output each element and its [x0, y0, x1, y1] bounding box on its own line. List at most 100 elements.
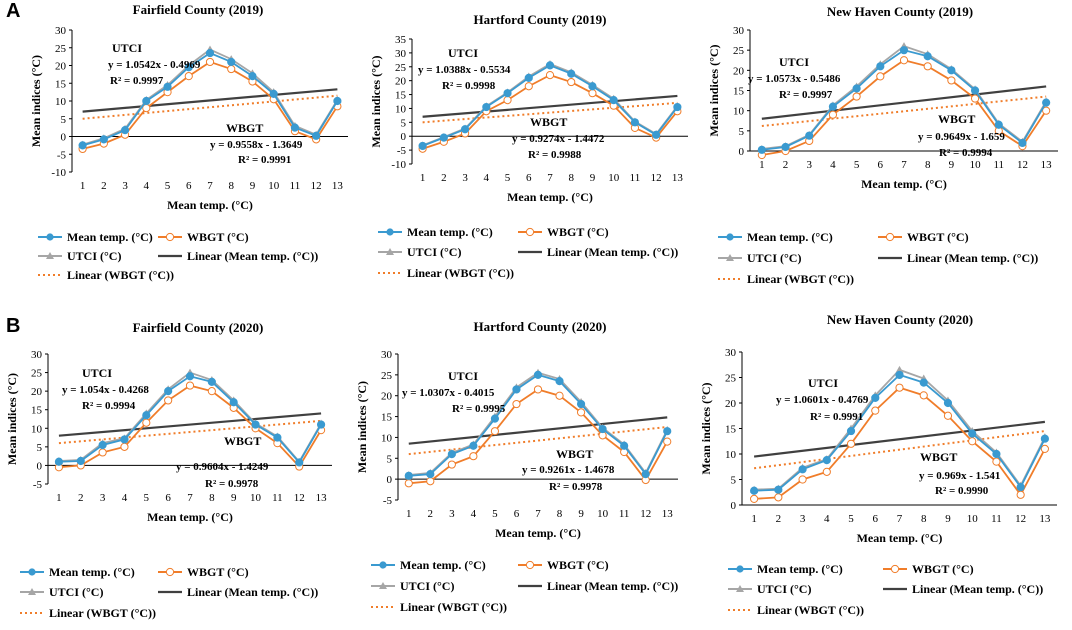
legend-label-linear-mean: Linear (Mean temp. (°C)) [547, 579, 678, 593]
point-mean [205, 48, 215, 58]
x-tick-label: 1 [80, 180, 86, 192]
x-axis-label: Mean temp. (°C) [507, 190, 593, 204]
point-mean [273, 433, 282, 442]
legend-marker-wbgt [885, 232, 895, 242]
annotation-utci-r2: R² = 0.9991 [810, 411, 863, 423]
point-mean [588, 82, 597, 91]
x-tick-label: 6 [514, 508, 520, 520]
y-tick-label: 30 [31, 349, 43, 361]
x-tick-label: 1 [56, 492, 62, 504]
point-wbgt [533, 385, 543, 394]
point-mean [163, 82, 172, 91]
point-mean [524, 73, 533, 82]
point-wbgt [828, 110, 838, 119]
x-tick-label: 13 [1041, 159, 1053, 171]
annotation-utci-label: UTCI [112, 41, 142, 55]
legend-marker-utci [736, 585, 744, 592]
annotation-utci-label: UTCI [808, 376, 838, 390]
trend-line-mean [422, 94, 678, 118]
x-tick-label: 7 [897, 513, 903, 525]
legend-label-wbgt: WBGT (°C) [187, 230, 249, 244]
point-mean [426, 470, 435, 479]
y-axis-label: Mean indices (°C) [5, 373, 19, 465]
point-mean [251, 420, 260, 429]
trend-line-wbgt [408, 426, 668, 456]
x-tick-label: 13 [662, 508, 674, 520]
y-tick-label: 25 [725, 373, 737, 385]
legend-label-linear-wbgt: Linear (WBGT (°C)) [400, 600, 507, 614]
point-mean [947, 66, 956, 75]
y-tick-label: 0 [387, 474, 393, 486]
x-tick-label: 11 [993, 159, 1004, 171]
legend-label-utci: UTCI (°C) [407, 245, 461, 259]
y-tick-label: 30 [733, 25, 745, 37]
point-mean [269, 89, 278, 99]
point-mean [248, 72, 257, 81]
point-wbgt [992, 457, 1001, 466]
point-wbgt [947, 76, 956, 85]
legend-label-utci: UTCI (°C) [747, 251, 801, 265]
chart-1: Fairfield County (2019)-10-5051015202530… [29, 2, 348, 282]
annotation-wbgt-equation: y = 0.9649x - 1.659 [918, 131, 1005, 143]
y-tick-label: 0 [37, 460, 43, 472]
legend-label-linear-wbgt: Linear (WBGT (°C)) [407, 266, 514, 280]
x-tick-label: 8 [209, 492, 215, 504]
point-mean [142, 96, 151, 106]
point-wbgt [512, 399, 521, 409]
point-mean [290, 123, 300, 132]
x-tick-label: 11 [630, 172, 641, 184]
x-tick-label: 2 [783, 159, 789, 171]
x-tick-label: 1 [751, 513, 757, 525]
series-line-mean [754, 373, 1046, 492]
point-mean [418, 141, 427, 151]
point-mean [598, 424, 607, 434]
y-tick-label: 15 [381, 412, 393, 424]
annotation-utci-r2: R² = 0.9997 [779, 89, 833, 101]
legend-label-linear-wbgt: Linear (WBGT (°C)) [67, 268, 174, 282]
x-tick-label: 7 [901, 159, 907, 171]
point-utci [895, 365, 904, 373]
point-mean [876, 62, 885, 71]
y-axis-label: Mean indices (°C) [699, 382, 713, 474]
y-axis-label: Mean indices (°C) [355, 381, 369, 473]
x-axis-label: Mean temp. (°C) [857, 531, 943, 545]
legend-marker-utci [726, 254, 734, 261]
trend-line-mean [408, 416, 668, 445]
legend-label-linear-wbgt: Linear (WBGT (°C)) [49, 606, 156, 620]
x-tick-label: 13 [1039, 513, 1051, 525]
legend-label-linear-wbgt: Linear (WBGT (°C)) [747, 272, 854, 286]
annotation-wbgt-r2: R² = 0.9988 [528, 149, 582, 161]
y-tick-label: 15 [55, 78, 67, 90]
y-tick-label: 10 [395, 103, 407, 115]
legend-label-mean: Mean temp. (°C) [407, 225, 493, 239]
x-tick-label: 7 [535, 508, 541, 520]
y-tick-label: -10 [391, 159, 406, 171]
point-wbgt [227, 64, 236, 74]
legend-label-mean: Mean temp. (°C) [747, 230, 833, 244]
point-wbgt [404, 479, 413, 488]
x-tick-label: 4 [122, 492, 128, 504]
y-tick-label: 30 [381, 349, 393, 361]
point-mean [750, 486, 759, 495]
y-tick-label: 30 [55, 25, 67, 37]
legend-label-linear-mean: Linear (Mean temp. (°C)) [547, 245, 678, 259]
x-tick-label: 13 [672, 172, 684, 184]
y-axis-label: Mean indices (°C) [707, 44, 721, 136]
trend-line-wbgt [753, 430, 1046, 470]
y-tick-label: 5 [731, 475, 737, 487]
annotation-utci-equation: y = 1.0307x - 0.4015 [402, 387, 495, 399]
y-tick-label: 25 [381, 370, 393, 382]
point-mean [895, 370, 904, 380]
point-mean [184, 63, 193, 72]
y-tick-label: 15 [725, 424, 737, 436]
point-wbgt [185, 381, 195, 390]
point-wbgt [524, 82, 533, 91]
point-mean [512, 385, 521, 394]
point-mean [798, 465, 807, 474]
legend-label-wbgt: WBGT (°C) [912, 562, 974, 576]
x-tick-label: 11 [619, 508, 630, 520]
y-tick-label: -5 [57, 149, 67, 161]
x-tick-label: 3 [462, 172, 468, 184]
y-tick-label: 20 [55, 61, 67, 73]
